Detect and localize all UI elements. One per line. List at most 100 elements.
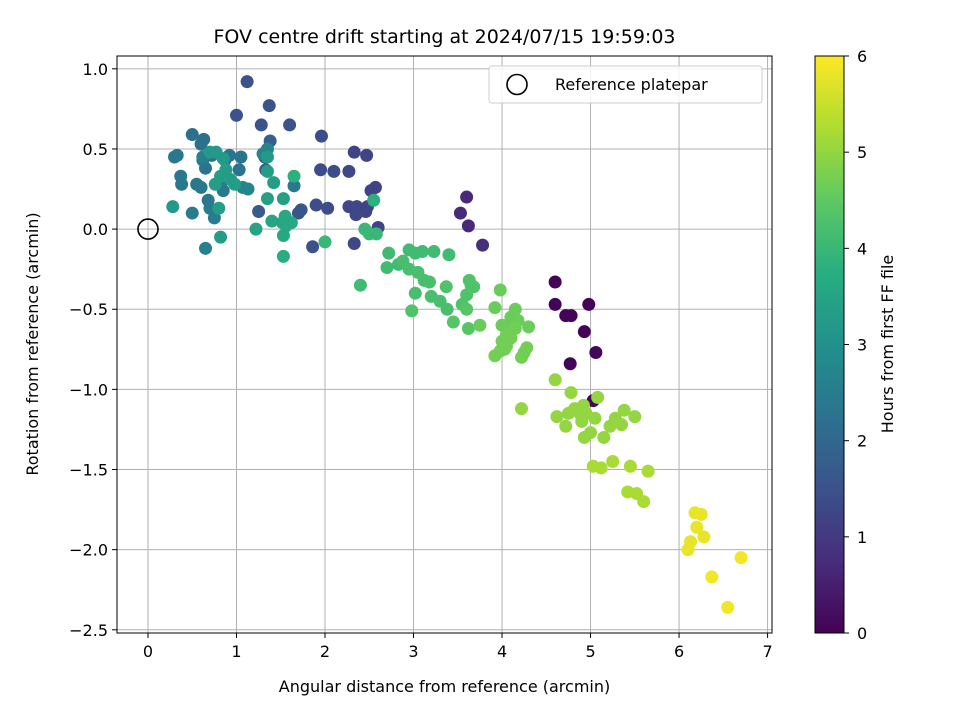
data-point: [577, 325, 591, 339]
data-point: [515, 350, 529, 364]
data-point: [249, 222, 263, 236]
data-point: [309, 198, 323, 212]
x-tick-label: 7: [762, 642, 772, 661]
data-point: [360, 148, 374, 162]
colorbar-tick-label: 2: [857, 432, 867, 451]
data-points: [166, 75, 748, 614]
data-point: [321, 201, 335, 215]
x-axis-label: Angular distance from reference (arcmin): [279, 677, 610, 696]
data-point: [368, 180, 382, 194]
data-point: [589, 346, 603, 360]
data-point: [548, 297, 562, 311]
axes-frame: [116, 55, 773, 634]
data-point: [306, 240, 320, 254]
colorbar-tick-label: 0: [857, 624, 867, 643]
reference-platepar-marker: [137, 218, 159, 240]
data-point: [597, 430, 611, 444]
data-point: [194, 180, 208, 194]
data-point: [347, 145, 361, 159]
colorbar-tick-label: 4: [857, 239, 867, 258]
chart-title: FOV centre drift starting at 2024/07/15 …: [213, 26, 675, 48]
data-point: [265, 214, 279, 228]
colorbar-ticks: 0 1 2 3 4 5 6: [844, 47, 867, 643]
data-point: [287, 179, 301, 193]
data-point: [175, 177, 189, 191]
data-point: [327, 164, 341, 178]
data-point: [199, 161, 213, 175]
data-point: [353, 278, 367, 292]
legend-marker-icon: [506, 73, 528, 96]
data-point: [349, 208, 363, 222]
data-point: [168, 150, 182, 164]
data-point: [582, 297, 596, 311]
data-point: [294, 203, 308, 217]
x-tick-label: 5: [585, 642, 595, 661]
y-tick-label: −1.0: [69, 380, 108, 399]
y-tick-label: 0.5: [83, 140, 108, 159]
data-point: [548, 373, 562, 387]
colorbar: [814, 55, 845, 634]
x-tick-label: 1: [231, 642, 241, 661]
data-point: [564, 309, 578, 323]
data-point: [690, 520, 704, 534]
data-point: [461, 321, 475, 335]
y-axis-label: Rotation from reference (arcmin): [23, 212, 42, 475]
data-point: [347, 237, 361, 251]
data-point: [615, 418, 629, 432]
data-point: [705, 570, 719, 584]
data-point: [508, 302, 522, 316]
data-point: [488, 301, 502, 315]
data-point: [185, 206, 199, 220]
data-point: [194, 137, 208, 151]
data-point: [278, 209, 292, 223]
y-tick-label: 1.0: [83, 60, 108, 79]
data-point: [252, 204, 266, 218]
x-tick-label: 4: [497, 642, 507, 661]
data-point: [623, 459, 637, 473]
x-tick-label: 0: [143, 642, 153, 661]
data-point: [461, 219, 475, 233]
data-point: [641, 464, 655, 478]
data-point: [382, 246, 396, 260]
data-point: [262, 99, 276, 113]
data-point: [314, 129, 328, 143]
data-point: [216, 152, 230, 166]
data-point: [508, 321, 522, 335]
y-tick-label: −0.5: [69, 300, 108, 319]
data-point: [232, 163, 246, 177]
data-point: [734, 551, 748, 565]
data-point: [564, 386, 578, 400]
data-point: [405, 304, 419, 318]
data-point: [637, 495, 651, 509]
data-point: [453, 206, 467, 220]
data-point: [563, 357, 577, 371]
data-point: [548, 275, 562, 289]
colorbar-tick-label: 1: [857, 528, 867, 547]
data-point: [267, 176, 281, 190]
colorbar-label: Hours from first FF file: [878, 255, 897, 434]
legend-entry-reference: Reference platepar: [555, 75, 708, 94]
data-point: [694, 507, 708, 521]
data-point: [260, 150, 274, 164]
data-point: [380, 261, 394, 275]
data-point: [234, 150, 248, 164]
data-point: [166, 200, 180, 214]
y-tick-label: −1.5: [69, 461, 108, 480]
data-point: [446, 315, 460, 329]
legend: Reference platepar: [488, 65, 763, 104]
data-point: [208, 177, 222, 191]
data-point: [342, 164, 356, 178]
colorbar-tick-label: 3: [857, 336, 867, 355]
data-point: [260, 164, 274, 178]
colorbar-tick-label: 5: [857, 143, 867, 162]
y-axis-ticks: 1.0 0.5 0.0 −0.5 −1.0 −1.5 −2.0 −2.5: [69, 60, 117, 640]
data-point: [588, 411, 602, 425]
data-point: [408, 286, 422, 300]
data-point: [467, 280, 481, 294]
data-point: [241, 182, 255, 196]
data-point: [473, 318, 487, 332]
data-point: [415, 245, 429, 259]
data-point: [228, 177, 242, 191]
data-point: [476, 238, 490, 252]
y-tick-label: −2.0: [69, 541, 108, 560]
